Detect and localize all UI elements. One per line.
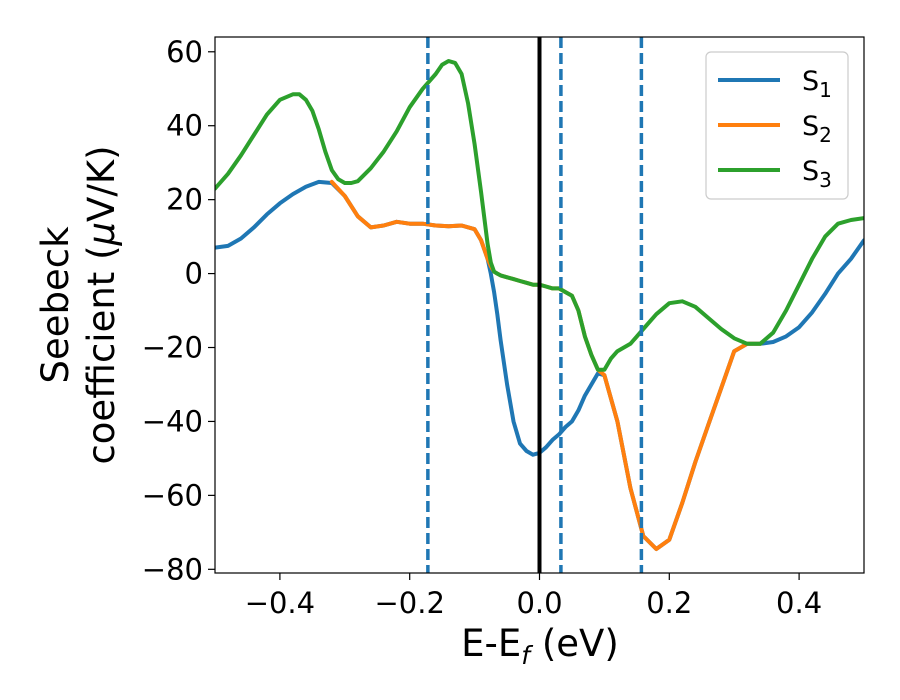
series-line-s3 bbox=[215, 59, 864, 372]
ticks-layer: −0.4 −0.2 0.0 0.2 0.4 60 40 20 0 −20 −40 −60 −80 bbox=[142, 35, 822, 620]
x-tick-label: −0.4 bbox=[245, 586, 315, 620]
legend-label-main: S bbox=[802, 66, 819, 97]
legend-label-s3: S3 bbox=[802, 156, 832, 192]
y-tick-label: 0 bbox=[185, 257, 203, 291]
lines-layer bbox=[215, 59, 864, 551]
y-axis-label: Seebeck coefficient (μV/K) bbox=[34, 145, 123, 464]
y-tick-label: −20 bbox=[142, 331, 203, 365]
legend-label-sub: 1 bbox=[819, 78, 832, 102]
y-tick-label: −60 bbox=[142, 478, 203, 512]
legend-label-s2: S2 bbox=[802, 111, 832, 147]
x-axis-label-unit: (eV) bbox=[530, 622, 619, 665]
vertical-lines-layer bbox=[426, 37, 644, 573]
legend-label-s1: S1 bbox=[802, 66, 832, 102]
y-tick-label: −80 bbox=[142, 552, 203, 586]
y-axis-label-text: coefficient ( bbox=[80, 245, 123, 464]
x-axis-label-main: E-E bbox=[461, 622, 521, 665]
x-tick-label: 0.2 bbox=[646, 586, 692, 620]
y-axis-label-line2: coefficient (μV/K) bbox=[80, 145, 123, 464]
y-tick-label: 40 bbox=[166, 109, 203, 143]
y-tick-label: 60 bbox=[166, 35, 203, 69]
legend-label-main: S bbox=[802, 111, 819, 142]
x-tick-label: 0.0 bbox=[516, 586, 562, 620]
y-tick-label: −40 bbox=[142, 404, 203, 438]
x-axis-label: E-Ef (eV) bbox=[461, 622, 619, 670]
legend-label-sub: 2 bbox=[819, 123, 832, 147]
x-tick-label: 0.4 bbox=[776, 586, 822, 620]
y-tick-label: 20 bbox=[166, 183, 203, 217]
x-tick-label: −0.2 bbox=[374, 586, 444, 620]
legend-label-main: S bbox=[802, 156, 819, 187]
y-axis-label-mu: μ bbox=[80, 222, 123, 247]
y-axis-label-unit: V/K) bbox=[80, 145, 123, 221]
y-axis-label-line1: Seebeck bbox=[34, 226, 77, 384]
legend-label-sub: 3 bbox=[819, 168, 832, 192]
